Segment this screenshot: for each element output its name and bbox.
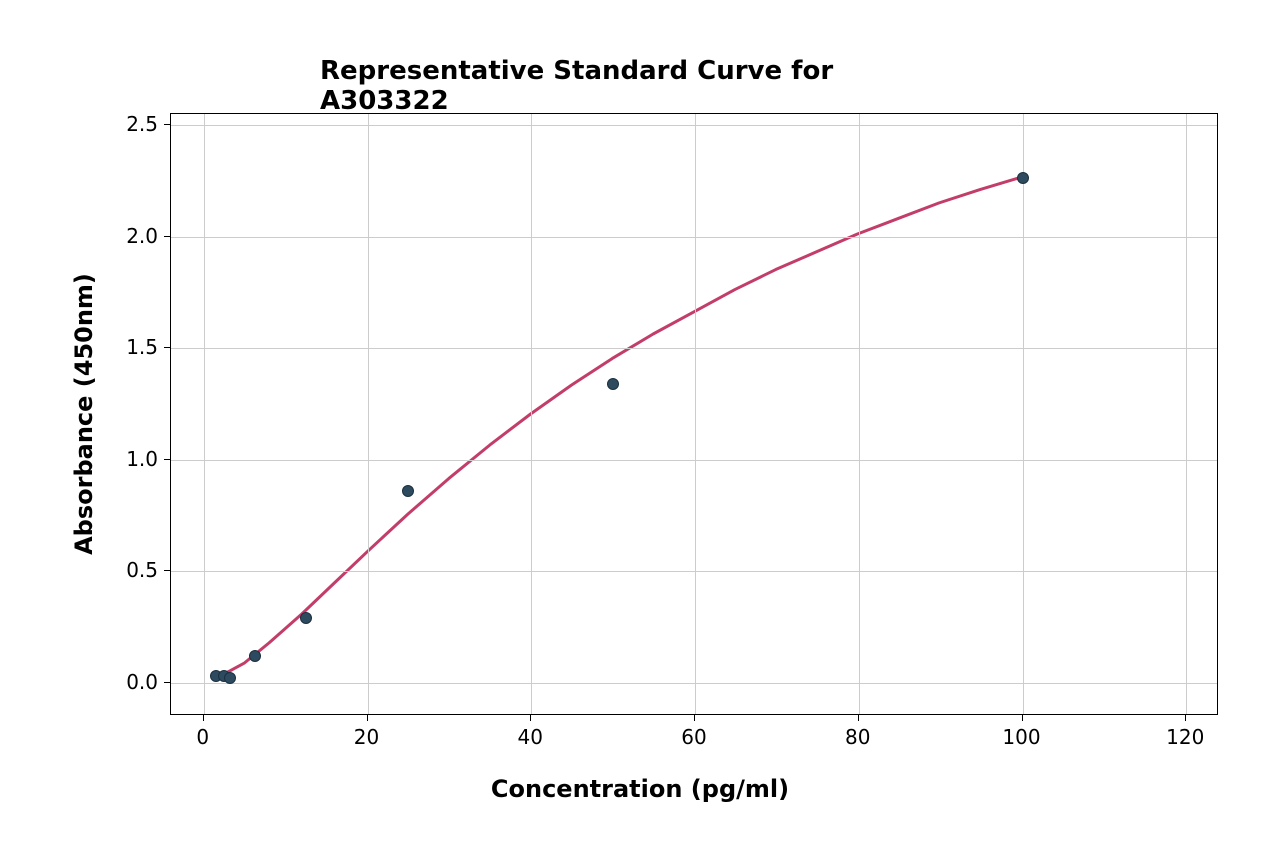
gridline-vertical — [859, 114, 860, 714]
y-tick-mark — [164, 347, 170, 348]
gridline-vertical — [695, 114, 696, 714]
y-tick-mark — [164, 459, 170, 460]
x-tick-mark — [694, 715, 695, 721]
y-tick-label: 2.5 — [126, 112, 158, 136]
y-tick-label: 1.5 — [126, 335, 158, 359]
curve-path — [216, 177, 1021, 676]
plot-area — [170, 113, 1218, 715]
gridline-horizontal — [171, 683, 1217, 684]
x-tick-label: 0 — [196, 725, 209, 749]
data-point — [607, 378, 619, 390]
gridline-vertical — [368, 114, 369, 714]
x-tick-label: 100 — [1002, 725, 1040, 749]
gridline-vertical — [204, 114, 205, 714]
gridline-horizontal — [171, 460, 1217, 461]
y-tick-label: 1.0 — [126, 447, 158, 471]
x-tick-label: 120 — [1166, 725, 1204, 749]
x-tick-label: 80 — [845, 725, 870, 749]
x-tick-mark — [1185, 715, 1186, 721]
data-point — [402, 485, 414, 497]
y-tick-mark — [164, 682, 170, 683]
gridline-vertical — [531, 114, 532, 714]
gridline-horizontal — [171, 571, 1217, 572]
y-tick-mark — [164, 124, 170, 125]
y-axis-label: Absorbance (450nm) — [70, 273, 98, 555]
gridline-vertical — [1186, 114, 1187, 714]
x-tick-label: 40 — [518, 725, 543, 749]
data-point — [249, 650, 261, 662]
data-point — [1017, 172, 1029, 184]
x-tick-mark — [1022, 715, 1023, 721]
x-axis-label: Concentration (pg/ml) — [491, 775, 789, 803]
data-point — [300, 612, 312, 624]
fit-curve — [171, 114, 1217, 714]
y-tick-mark — [164, 570, 170, 571]
x-tick-mark — [367, 715, 368, 721]
data-point — [224, 672, 236, 684]
y-tick-label: 0.0 — [126, 670, 158, 694]
gridline-vertical — [1023, 114, 1024, 714]
gridline-horizontal — [171, 125, 1217, 126]
gridline-horizontal — [171, 348, 1217, 349]
x-tick-mark — [203, 715, 204, 721]
gridline-horizontal — [171, 237, 1217, 238]
chart-title: Representative Standard Curve for A30332… — [320, 56, 960, 116]
y-tick-label: 0.5 — [126, 558, 158, 582]
x-tick-mark — [530, 715, 531, 721]
y-tick-mark — [164, 236, 170, 237]
x-tick-label: 20 — [354, 725, 379, 749]
y-tick-label: 2.0 — [126, 224, 158, 248]
chart-container: Representative Standard Curve for A30332… — [0, 0, 1280, 845]
x-tick-label: 60 — [681, 725, 706, 749]
x-tick-mark — [858, 715, 859, 721]
